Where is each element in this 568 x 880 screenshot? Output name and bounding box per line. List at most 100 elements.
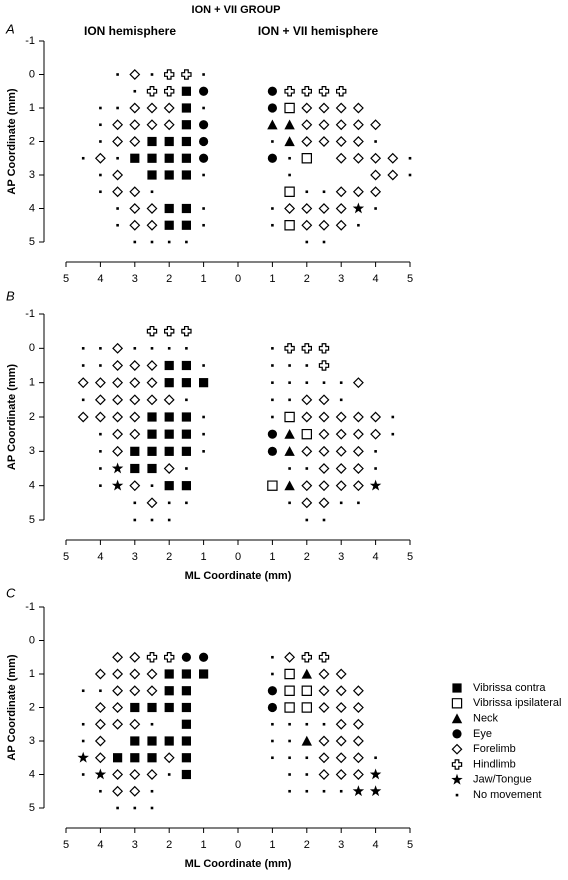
marker-diamond [112,445,124,457]
marker-square-filled [130,446,140,456]
marker-dot [322,722,326,726]
marker-star [369,768,382,780]
marker-cross [284,343,295,354]
marker-diamond [335,480,347,492]
marker-dot [271,223,274,227]
x-tick-label: 5 [63,839,69,851]
y-tick-label: 5 [29,514,35,526]
marker-dot [288,773,291,776]
marker-dot [133,347,137,350]
panel: C 5 4 3 2 1 0 1 2 3 4 5 ML Coordinate (mm) -1 0 1 2 3 4 5 AP… [6,585,562,869]
marker-diamond [146,377,158,389]
marker-dot [305,773,309,776]
marker-dot [374,450,377,453]
marker-diamond [146,119,158,131]
marker-square-filled [199,378,209,388]
marker-diamond [352,428,364,440]
legend-marker [451,743,463,755]
marker-cross [146,652,158,663]
marker-dot [288,381,291,384]
marker-cross [318,86,330,97]
marker-diamond [335,411,347,423]
marker-dot [271,415,274,419]
marker-dot [133,89,137,93]
y-tick-label: 1 [29,377,35,389]
x-tick-label: 3 [132,273,138,285]
marker-dot [99,450,102,453]
y-tick-label: 1 [29,102,35,114]
marker-dot [185,240,188,244]
marker-square-filled [147,412,157,422]
marker-dot [167,240,171,244]
marker-diamond [335,186,347,198]
marker-circle [267,429,277,439]
marker-diamond [129,102,141,114]
marker-dot [339,381,343,384]
marker-dot [202,223,205,227]
y-tick-label: 2 [29,135,35,147]
marker-square-filled [164,153,174,163]
marker-diamond [301,497,313,509]
marker-dot [202,173,205,177]
marker-triangle [301,735,312,746]
marker-triangle [301,668,312,679]
marker-dot [99,689,102,693]
marker-diamond [370,186,382,198]
marker-diamond [352,445,364,457]
y-tick-label: 3 [29,169,35,181]
marker-dot [185,501,188,505]
marker-square-open [284,668,295,680]
legend-marker [451,713,463,724]
marker-dot [99,173,102,177]
marker-diamond [129,69,141,80]
marker-star [111,462,124,474]
marker-diamond [163,119,175,131]
marker-diamond [318,735,330,747]
marker-circle [199,120,209,130]
marker-diamond [163,463,175,474]
marker-diamond [112,668,124,680]
y-tick-label: -1 [25,35,35,47]
marker-dot [271,672,274,676]
marker-diamond [370,119,382,131]
marker-square-open [301,702,312,713]
marker-diamond [370,411,382,423]
marker-diamond [352,702,364,713]
marker-diamond [112,169,124,181]
marker-square-filled [181,170,191,180]
marker-diamond [94,152,106,164]
marker-dot [185,398,188,402]
marker-diamond [335,718,347,730]
x-tick-label: 1 [201,273,207,285]
marker-dot [202,450,205,453]
marker-diamond [352,119,364,131]
marker-diamond [318,136,330,147]
marker-diamond [352,463,364,474]
marker-diamond [112,394,124,406]
marker-diamond [129,186,141,198]
marker-dot [99,467,102,470]
marker-diamond [77,411,89,423]
marker-diamond [335,752,347,764]
marker-diamond [129,651,141,663]
marker-square-filled [147,736,157,746]
marker-square-filled [147,753,157,763]
marker-square-open [284,702,295,713]
marker-diamond [301,203,313,214]
marker-diamond [301,119,313,131]
x-tick-label: 2 [304,839,310,851]
marker-diamond [146,102,158,114]
marker-diamond [112,685,124,697]
x-tick-label: 3 [338,551,344,563]
legend-marker [451,698,463,709]
x-tick-label: 3 [338,273,344,285]
marker-dot [99,123,102,127]
marker-diamond [129,377,141,389]
x-tick-label: 5 [63,551,69,563]
marker-square-filled [147,429,157,439]
marker-dot [133,240,137,244]
x-tick-label: 1 [201,551,207,563]
marker-circle [181,652,191,662]
marker-diamond [146,394,158,406]
